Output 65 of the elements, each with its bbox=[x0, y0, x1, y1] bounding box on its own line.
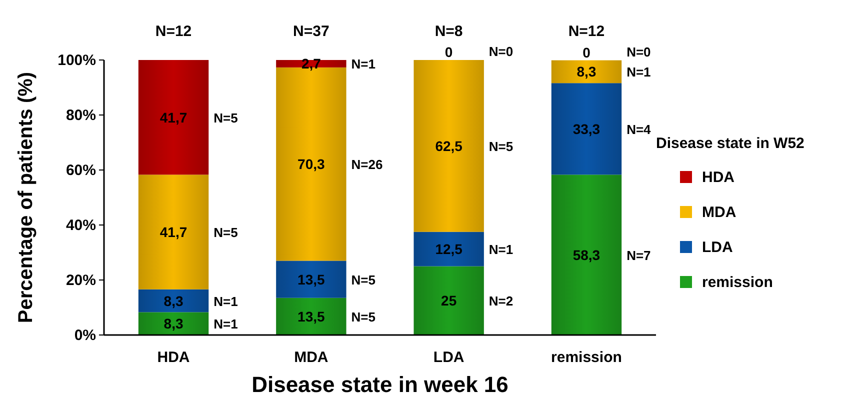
annotation: N=5 bbox=[488, 138, 514, 154]
x-tick-label: HDA bbox=[157, 349, 190, 366]
legend-label: HDA bbox=[702, 169, 735, 186]
data-label: 33,3 bbox=[572, 120, 600, 137]
y-axis-title: Percentage of patients (%) bbox=[15, 72, 37, 324]
bar bbox=[551, 83, 622, 175]
annotation: N=1 bbox=[214, 294, 238, 309]
y-tick-label: 100% bbox=[58, 52, 96, 69]
text: N=37 bbox=[293, 23, 330, 40]
data-label: 58,3 bbox=[572, 246, 600, 263]
bar bbox=[414, 60, 484, 232]
data-label: 70,3 bbox=[298, 156, 326, 172]
data-label: 8,3 bbox=[576, 64, 596, 80]
text: N=8 bbox=[434, 23, 463, 40]
data-label: 8,3 bbox=[164, 316, 184, 332]
data-label: 62,5 bbox=[435, 138, 463, 154]
data-label: 13,5 bbox=[298, 308, 326, 324]
bar bbox=[414, 266, 484, 335]
y-tick-label: 80% bbox=[66, 107, 96, 124]
bar bbox=[276, 260, 346, 298]
text: N=0 bbox=[626, 44, 651, 60]
annotation: N=4 bbox=[626, 122, 652, 137]
bar bbox=[138, 60, 209, 175]
x-tick-label: remission bbox=[551, 349, 622, 366]
bar bbox=[276, 298, 346, 335]
data-label: 25 bbox=[441, 292, 457, 309]
y-tick-label: 20% bbox=[66, 272, 96, 289]
x-tick-label: LDA bbox=[433, 349, 464, 366]
bar bbox=[414, 232, 484, 266]
data-label: 0 bbox=[444, 44, 453, 60]
annotation: N=1 bbox=[626, 64, 651, 80]
legend-label: MDA bbox=[702, 204, 736, 221]
y-tick-label: 40% bbox=[66, 217, 96, 234]
data-label: 41,7 bbox=[160, 224, 188, 240]
text: N=12 bbox=[155, 23, 192, 40]
legend-label: LDA bbox=[702, 239, 733, 256]
annotation: N=2 bbox=[488, 294, 514, 309]
annotation: N=5 bbox=[214, 225, 238, 240]
annotation: N=7 bbox=[626, 248, 651, 263]
annotation: N=1 bbox=[214, 316, 238, 332]
bar bbox=[138, 312, 209, 335]
annotation: N=1 bbox=[351, 56, 376, 72]
data-label: 41,7 bbox=[160, 109, 188, 126]
data-label: 0 bbox=[582, 44, 591, 60]
annotation: N=5 bbox=[214, 110, 238, 126]
bar bbox=[138, 174, 209, 290]
annotation: N=1 bbox=[488, 242, 514, 258]
bar bbox=[551, 60, 622, 84]
data-label: 13,5 bbox=[298, 271, 326, 288]
annotation: N=5 bbox=[351, 272, 376, 288]
y-tick-label: 0% bbox=[74, 327, 96, 344]
data-label: 12,5 bbox=[435, 241, 463, 258]
text: N=12 bbox=[568, 23, 605, 40]
x-tick-label: MDA bbox=[294, 349, 328, 366]
y-tick-label: 60% bbox=[66, 162, 96, 179]
data-label: 8,3 bbox=[164, 292, 184, 309]
data-label: 2,7 bbox=[301, 56, 322, 72]
text: N=0 bbox=[488, 44, 514, 59]
annotation: N=5 bbox=[351, 309, 376, 324]
bar bbox=[551, 174, 622, 335]
annotation: N=26 bbox=[351, 157, 383, 172]
legend-label: remission bbox=[702, 274, 773, 291]
x-axis-title: Disease state in week 16 bbox=[252, 372, 508, 397]
bar bbox=[138, 289, 209, 312]
legend-title: Disease state in W52 bbox=[656, 135, 804, 152]
